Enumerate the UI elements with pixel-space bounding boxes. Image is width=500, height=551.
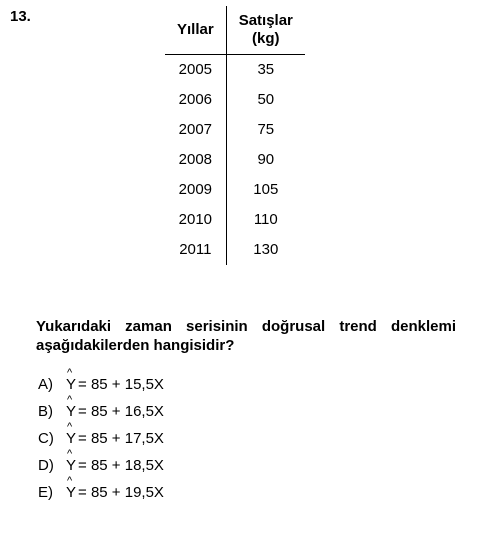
option-equation: = 85 + 19,5X bbox=[78, 484, 164, 501]
table: Yıllar Satışlar (kg) 2005 35 2006 50 200… bbox=[165, 6, 305, 265]
table-row: 2010 110 bbox=[165, 205, 305, 235]
table-row: 2007 75 bbox=[165, 115, 305, 145]
y-hat-symbol: ^Y bbox=[66, 457, 76, 474]
option-equation: = 85 + 17,5X bbox=[78, 430, 164, 447]
table-row: 2009 105 bbox=[165, 175, 305, 205]
option-e: E) ^Y = 85 + 19,5X bbox=[38, 484, 164, 501]
cell-sales: 50 bbox=[226, 85, 305, 115]
hat-icon: ^ bbox=[67, 449, 72, 460]
hat-icon: ^ bbox=[67, 422, 72, 433]
cell-year: 2010 bbox=[165, 205, 226, 235]
cell-sales: 75 bbox=[226, 115, 305, 145]
option-equation: = 85 + 18,5X bbox=[78, 457, 164, 474]
option-letter: B) bbox=[38, 403, 66, 420]
y-hat-symbol: ^Y bbox=[66, 484, 76, 501]
table-header-row: Yıllar Satışlar (kg) bbox=[165, 6, 305, 55]
header-years: Yıllar bbox=[165, 6, 226, 55]
option-letter: E) bbox=[38, 484, 66, 501]
cell-sales: 35 bbox=[226, 55, 305, 86]
hat-icon: ^ bbox=[67, 476, 72, 487]
cell-year: 2007 bbox=[165, 115, 226, 145]
y-hat-symbol: ^Y bbox=[66, 430, 76, 447]
hat-icon: ^ bbox=[67, 368, 72, 379]
cell-year: 2005 bbox=[165, 55, 226, 86]
option-letter: D) bbox=[38, 457, 66, 474]
option-d: D) ^Y = 85 + 18,5X bbox=[38, 457, 164, 474]
hat-icon: ^ bbox=[67, 395, 72, 406]
cell-sales: 90 bbox=[226, 145, 305, 175]
table-row: 2008 90 bbox=[165, 145, 305, 175]
table-row: 2011 130 bbox=[165, 235, 305, 265]
cell-sales: 105 bbox=[226, 175, 305, 205]
option-letter: A) bbox=[38, 376, 66, 393]
cell-year: 2006 bbox=[165, 85, 226, 115]
data-table: Yıllar Satışlar (kg) 2005 35 2006 50 200… bbox=[165, 6, 305, 265]
table-row: 2006 50 bbox=[165, 85, 305, 115]
header-sales-line1: Satışlar bbox=[239, 12, 293, 29]
cell-year: 2009 bbox=[165, 175, 226, 205]
header-sales-line2: (kg) bbox=[252, 30, 280, 47]
cell-year: 2008 bbox=[165, 145, 226, 175]
y-hat-symbol: ^Y bbox=[66, 376, 76, 393]
option-equation: = 85 + 15,5X bbox=[78, 376, 164, 393]
option-a: A) ^Y = 85 + 15,5X bbox=[38, 376, 164, 393]
question-number: 13. bbox=[10, 8, 31, 25]
cell-sales: 130 bbox=[226, 235, 305, 265]
y-hat-symbol: ^Y bbox=[66, 403, 76, 420]
option-c: C) ^Y = 85 + 17,5X bbox=[38, 430, 164, 447]
table-row: 2005 35 bbox=[165, 55, 305, 86]
option-b: B) ^Y = 85 + 16,5X bbox=[38, 403, 164, 420]
option-letter: C) bbox=[38, 430, 66, 447]
question-text: Yukarıdaki zaman serisinin doğrusal tren… bbox=[36, 318, 456, 356]
options-list: A) ^Y = 85 + 15,5X B) ^Y = 85 + 16,5X C)… bbox=[38, 366, 164, 511]
cell-sales: 110 bbox=[226, 205, 305, 235]
header-sales: Satışlar (kg) bbox=[226, 6, 305, 55]
option-equation: = 85 + 16,5X bbox=[78, 403, 164, 420]
cell-year: 2011 bbox=[165, 235, 226, 265]
